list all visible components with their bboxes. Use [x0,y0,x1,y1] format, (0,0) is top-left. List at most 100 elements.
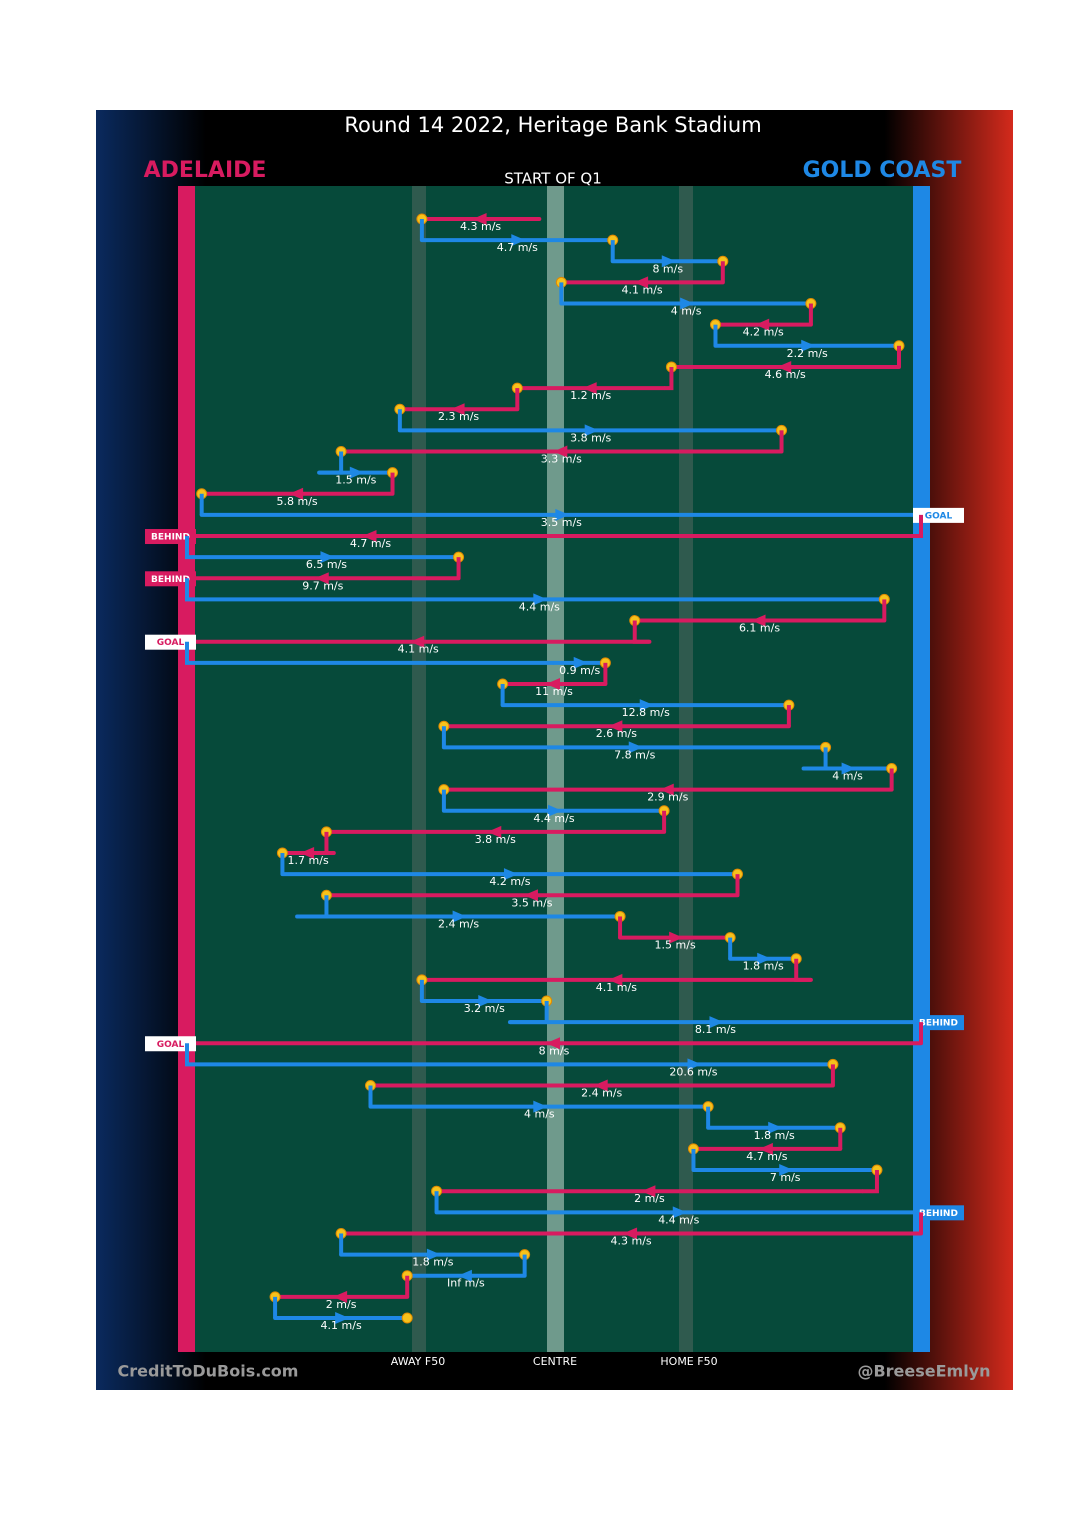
speed-label: 2.3 m/s [438,410,479,423]
direction-arrow [758,1142,773,1155]
speed-label: 4.3 m/s [610,1234,651,1247]
direction-arrow [503,868,518,881]
direction-arrow [533,593,548,606]
home-f50-stripe [679,186,693,1352]
speed-label: 4.1 m/s [622,283,663,296]
speed-label: 9.7 m/s [302,579,343,592]
zone-label: AWAY F50 [391,1355,445,1368]
speed-label: 2.2 m/s [787,347,828,360]
speed-label: 3.2 m/s [464,1002,505,1015]
speed-label: Inf m/s [447,1277,485,1290]
direction-arrow [680,297,695,310]
direction-arrow [349,466,364,479]
speed-label: 4.1 m/s [398,643,439,656]
speed-label: 11 m/s [535,685,573,698]
direction-arrow [755,318,770,331]
speed-label: 2 m/s [634,1192,665,1205]
result-label: BEHIND [919,1019,958,1029]
direction-arrow [582,382,597,395]
speed-label: 4.4 m/s [533,812,574,825]
speed-label: 1.8 m/s [412,1256,453,1269]
speed-label: 4.2 m/s [489,875,530,888]
connector [554,514,923,539]
result-tag [145,571,196,587]
direction-arrow [608,973,623,986]
direction-arrow [584,424,599,437]
direction-arrow [457,1269,472,1282]
direction-arrow [511,234,526,247]
direction-arrow [841,762,856,775]
direction-arrow [487,825,502,838]
direction-arrow [641,1185,656,1198]
speed-label: 1.8 m/s [743,960,784,973]
speed-label: 7.8 m/s [614,748,655,761]
connector [664,366,674,391]
direction-arrow [628,741,643,754]
direction-arrow [314,572,329,585]
speed-label: 0.9 m/s [559,664,600,677]
direction-arrow [362,530,377,543]
speed-label: 4.4 m/s [519,600,560,613]
home-team-name: ADELAIDE [144,158,267,183]
result-label: GOAL [157,638,185,648]
direction-arrow [546,1037,560,1050]
speed-label: 2.9 m/s [647,791,688,804]
zone-label: CENTRE [533,1355,577,1368]
direction-arrow [669,931,684,944]
result-label: BEHIND [151,575,190,585]
direction-arrow [300,847,315,860]
result-tag [145,1036,196,1052]
result-label: GOAL [157,1040,185,1050]
away-f50-stripe [412,186,426,1352]
speed-label: 4.3 m/s [460,220,501,233]
direction-arrow [687,1058,702,1071]
direction-arrow [661,255,676,268]
result-label: BEHIND [919,1209,958,1219]
direction-arrow [639,699,654,712]
speed-label: 3.8 m/s [570,431,611,444]
direction-arrow [472,213,487,225]
direction-arrow [452,910,467,923]
direction-arrow [533,1100,548,1113]
speed-label: 4.1 m/s [321,1319,362,1332]
speed-label: 6.5 m/s [306,558,347,571]
direction-arrow [546,677,560,690]
direction-arrow [801,339,816,352]
speed-label: 2.6 m/s [596,727,637,740]
connector [185,536,195,560]
connector [185,578,195,602]
speed-label: 1.2 m/s [570,389,611,402]
direction-arrow [608,720,623,733]
speed-label: 1.5 m/s [335,474,376,487]
speed-label: 3.5 m/s [511,896,552,909]
direction-arrow [335,1312,350,1324]
chart-title: Round 14 2022, Heritage Bank Stadium [344,113,761,137]
direction-arrow [751,614,766,627]
speed-label: 2.4 m/s [438,917,479,930]
centre-stripe [547,186,564,1352]
speed-label: 8.1 m/s [695,1023,736,1036]
direction-arrow [573,656,588,669]
speed-label: 2 m/s [326,1298,357,1311]
credit: CreditToDuBois.com [118,1362,299,1381]
speed-label: 4.7 m/s [746,1150,787,1163]
direction-arrow [709,1016,724,1029]
speed-label: 12.8 m/s [622,706,670,719]
speed-label: 4.4 m/s [658,1213,699,1226]
result-tag [145,529,196,545]
result-tag [913,507,964,523]
away-team-name: GOLD COAST [803,158,962,183]
speed-label: 4 m/s [524,1108,555,1121]
direction-arrow [593,1079,608,1092]
result-label: BEHIND [151,533,190,543]
credit: @BreeseEmlyn [857,1362,990,1381]
speed-label: 4.6 m/s [765,368,806,381]
speed-label: 8 m/s [539,1044,570,1057]
direction-arrow [779,1164,794,1177]
result-tag [913,1015,964,1031]
speed-label: 4.1 m/s [596,981,637,994]
period-label: START OF Q1 [504,170,602,188]
speed-label: 1.5 m/s [655,939,696,952]
direction-arrow [410,635,425,648]
